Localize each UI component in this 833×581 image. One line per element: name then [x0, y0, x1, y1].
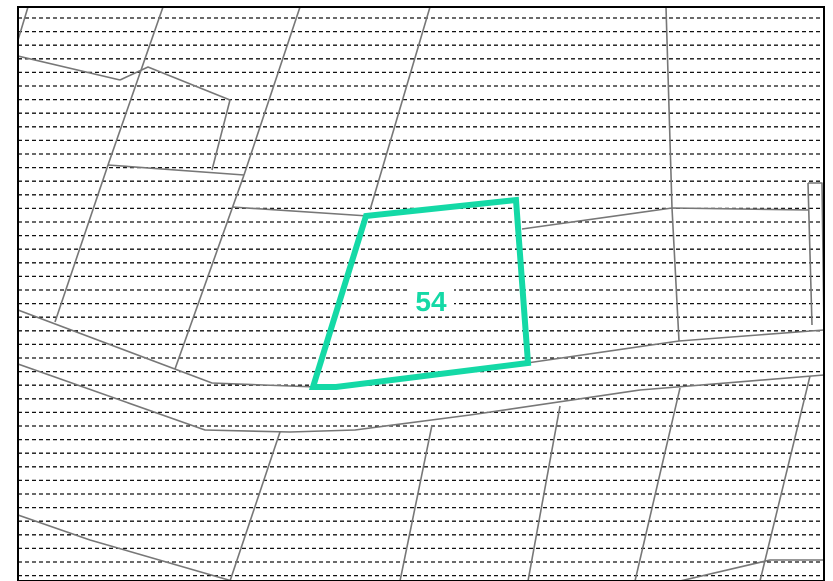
- parcel-boundary: [679, 559, 824, 581]
- parcel-boundary: [54, 164, 109, 323]
- parcel-boundary: [526, 329, 824, 364]
- parcel-boundary: [231, 206, 369, 217]
- parcel-boundary: [18, 363, 824, 433]
- parcel-number-label: 54: [415, 286, 447, 317]
- highlighted-parcel[interactable]: [308, 196, 532, 390]
- parcel-boundary: [665, 7, 680, 342]
- parcel-boundary: [119, 66, 231, 171]
- parcel-boundary: [107, 164, 245, 176]
- parcel-boundary: [634, 387, 681, 581]
- parcel-boundaries: [18, 7, 824, 581]
- parcel-number-halo: [408, 282, 454, 316]
- parcel-boundary: [759, 375, 811, 581]
- parcel-boundary: [229, 431, 281, 581]
- parcel-boundary: [18, 514, 233, 581]
- parcel-boundary: [527, 405, 561, 581]
- map-frame-border: [17, 6, 825, 581]
- parcel-boundary: [18, 55, 121, 81]
- parcel-boundary: [18, 309, 317, 388]
- parcel-boundary: [807, 182, 813, 326]
- parcel-boundary: [107, 7, 164, 166]
- parcel-boundary: [369, 7, 431, 211]
- parcel-boundary: [399, 424, 433, 581]
- parcel-boundary: [243, 7, 301, 176]
- parcel-boundary: [18, 7, 29, 41]
